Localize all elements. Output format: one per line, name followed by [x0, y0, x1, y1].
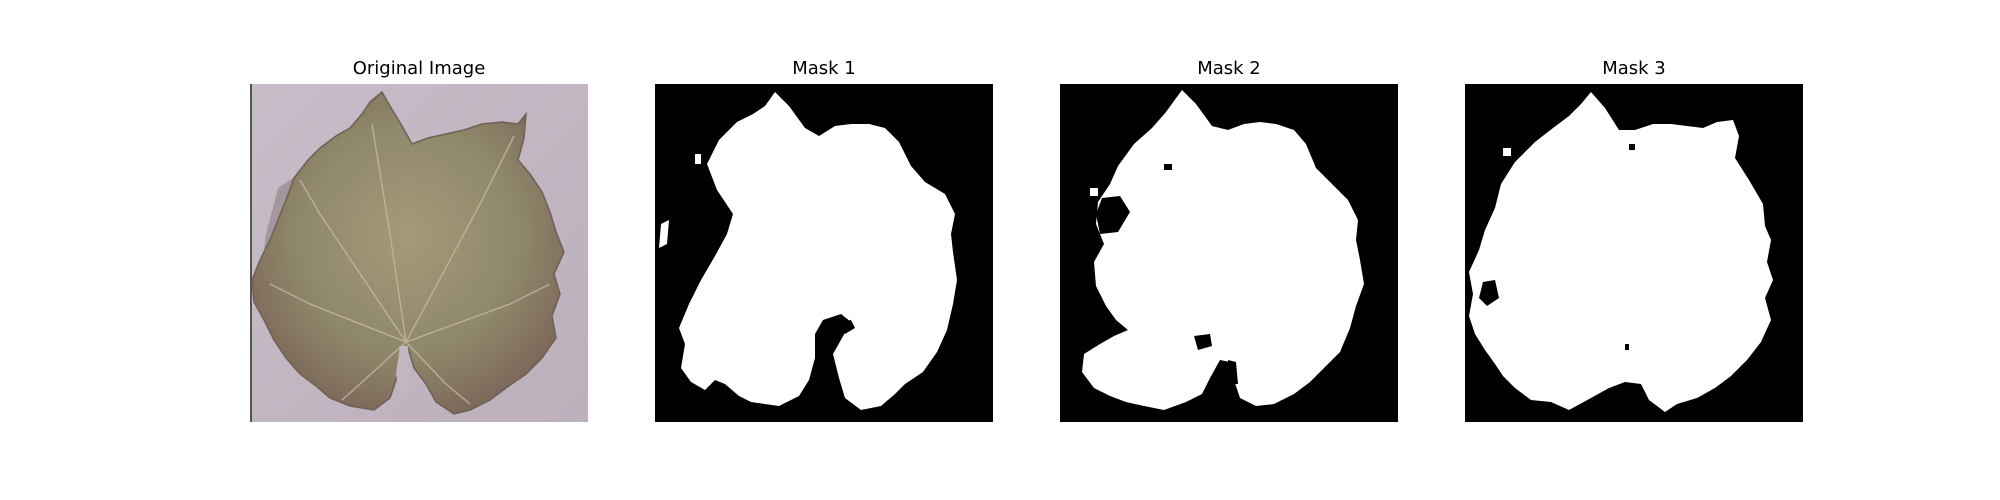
mask-1-frame	[655, 84, 993, 422]
mask-1-image	[655, 84, 993, 422]
mask-2-hole	[1164, 164, 1172, 170]
mask-1-region	[679, 92, 957, 410]
left-edge-line	[250, 84, 252, 422]
original-image-panel: Original Image	[250, 58, 588, 428]
mask-3-hole	[1479, 280, 1499, 306]
mask-2-hole	[1194, 334, 1212, 350]
mask-3-speck	[1503, 148, 1511, 156]
original-image-frame	[250, 84, 588, 422]
mask-2-region	[1082, 90, 1364, 410]
mask-2-title: Mask 2	[1197, 58, 1261, 79]
leaf-shadow	[260, 176, 310, 354]
mask-2-hole	[1228, 360, 1238, 384]
mask-1-speck	[659, 220, 669, 248]
mask-2-image	[1060, 84, 1398, 422]
mask-3-hole	[1625, 344, 1629, 350]
mask-3-image	[1465, 84, 1803, 422]
mask-1-speck	[695, 154, 701, 164]
mask-3-region	[1469, 92, 1773, 412]
mask-1-title: Mask 1	[792, 58, 856, 79]
mask-2-hole	[1096, 196, 1130, 234]
mask-3-frame	[1465, 84, 1803, 422]
mask-1-panel: Mask 1	[655, 58, 993, 428]
mask-3-panel: Mask 3	[1465, 58, 1803, 428]
mask-2-frame	[1060, 84, 1398, 422]
mask-3-title: Mask 3	[1602, 58, 1666, 79]
leaf-sinus	[396, 346, 410, 394]
original-image-title: Original Image	[352, 58, 486, 79]
mask-1-hole	[843, 320, 855, 334]
original-leaf-image	[250, 84, 588, 422]
mask-3-hole	[1629, 144, 1635, 150]
leaf-veins	[269, 123, 551, 405]
mask-2-panel: Mask 2	[1060, 58, 1398, 428]
leaf-shape	[251, 90, 565, 415]
mask-2-speck	[1090, 188, 1098, 196]
